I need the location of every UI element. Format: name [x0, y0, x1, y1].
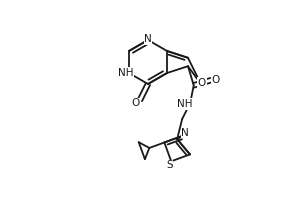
Text: O: O — [132, 98, 140, 108]
Text: N: N — [181, 128, 189, 138]
Text: S: S — [166, 160, 172, 170]
Text: O: O — [198, 78, 206, 88]
Text: NH: NH — [118, 68, 134, 78]
Text: NH: NH — [177, 99, 193, 109]
Text: O: O — [212, 75, 220, 85]
Text: N: N — [144, 34, 152, 44]
